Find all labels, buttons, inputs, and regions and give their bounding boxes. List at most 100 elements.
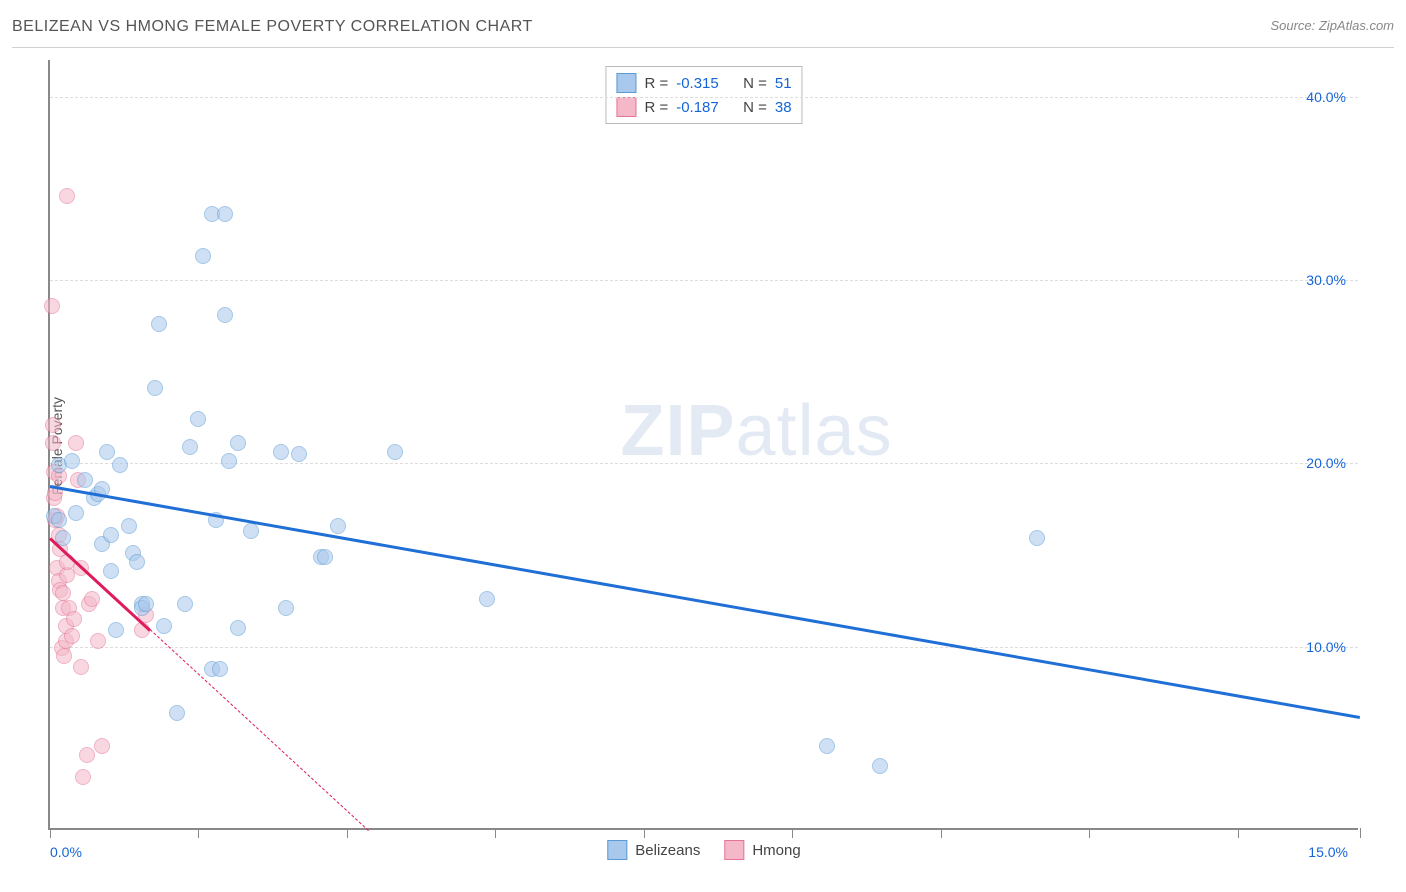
r-label: R = bbox=[644, 99, 668, 116]
legend-swatch-belizeans bbox=[607, 840, 627, 860]
scatter-point-belizeans bbox=[291, 446, 307, 462]
scatter-point-belizeans bbox=[387, 444, 403, 460]
scatter-point-belizeans bbox=[103, 527, 119, 543]
legend-item-hmong: Hmong bbox=[724, 840, 800, 860]
scatter-point-hmong bbox=[73, 659, 89, 675]
scatter-point-hmong bbox=[45, 435, 61, 451]
x-tick bbox=[1089, 828, 1090, 838]
swatch-belizeans bbox=[616, 73, 636, 93]
r-value-hmong: -0.187 bbox=[676, 99, 719, 116]
scatter-point-belizeans bbox=[68, 505, 84, 521]
chart-plot-area: ZIPatlas R = -0.315 N = 51 R = -0.187 N … bbox=[48, 60, 1358, 830]
x-tick-label: 15.0% bbox=[1308, 844, 1348, 860]
x-tick bbox=[1360, 828, 1361, 838]
scatter-point-hmong bbox=[84, 591, 100, 607]
x-tick bbox=[50, 828, 51, 838]
scatter-point-belizeans bbox=[108, 622, 124, 638]
y-tick-label: 20.0% bbox=[1306, 455, 1346, 471]
scatter-point-belizeans bbox=[103, 563, 119, 579]
y-tick-label: 10.0% bbox=[1306, 639, 1346, 655]
scatter-point-belizeans bbox=[121, 518, 137, 534]
r-label: R = bbox=[644, 75, 668, 92]
scatter-point-hmong bbox=[75, 769, 91, 785]
scatter-point-belizeans bbox=[819, 738, 835, 754]
scatter-point-hmong bbox=[44, 298, 60, 314]
scatter-point-belizeans bbox=[51, 512, 67, 528]
scatter-point-belizeans bbox=[243, 523, 259, 539]
scatter-point-belizeans bbox=[77, 472, 93, 488]
scatter-point-belizeans bbox=[138, 596, 154, 612]
scatter-point-belizeans bbox=[190, 411, 206, 427]
swatch-hmong bbox=[616, 97, 636, 117]
scatter-point-belizeans bbox=[479, 591, 495, 607]
legend-label-hmong: Hmong bbox=[752, 842, 800, 859]
scatter-point-hmong bbox=[94, 738, 110, 754]
x-tick bbox=[495, 828, 496, 838]
gridline-horizontal bbox=[50, 463, 1358, 464]
x-tick bbox=[1238, 828, 1239, 838]
x-tick bbox=[347, 828, 348, 838]
scatter-point-belizeans bbox=[156, 618, 172, 634]
legend-swatch-hmong bbox=[724, 840, 744, 860]
scatter-point-belizeans bbox=[217, 206, 233, 222]
n-label: N = bbox=[743, 99, 767, 116]
trend-line-belizeans bbox=[50, 485, 1361, 719]
stats-box: R = -0.315 N = 51 R = -0.187 N = 38 bbox=[605, 66, 802, 124]
scatter-point-belizeans bbox=[230, 620, 246, 636]
chart-title: BELIZEAN VS HMONG FEMALE POVERTY CORRELA… bbox=[12, 18, 533, 36]
scatter-point-belizeans bbox=[221, 453, 237, 469]
source-label: Source: ZipAtlas.com bbox=[1270, 18, 1394, 33]
stats-row-hmong: R = -0.187 N = 38 bbox=[616, 95, 791, 119]
scatter-point-hmong bbox=[79, 747, 95, 763]
y-tick-label: 40.0% bbox=[1306, 89, 1346, 105]
watermark-bold: ZIP bbox=[621, 391, 736, 471]
trend-line-hmong bbox=[150, 629, 369, 831]
scatter-point-belizeans bbox=[177, 596, 193, 612]
scatter-point-belizeans bbox=[872, 758, 888, 774]
gridline-horizontal bbox=[50, 647, 1358, 648]
legend-item-belizeans: Belizeans bbox=[607, 840, 700, 860]
scatter-point-belizeans bbox=[147, 380, 163, 396]
watermark-rest: atlas bbox=[736, 391, 893, 471]
scatter-point-hmong bbox=[68, 435, 84, 451]
scatter-point-hmong bbox=[55, 585, 71, 601]
x-tick bbox=[198, 828, 199, 838]
x-tick bbox=[644, 828, 645, 838]
chart-header: BELIZEAN VS HMONG FEMALE POVERTY CORRELA… bbox=[12, 18, 1394, 48]
scatter-point-belizeans bbox=[317, 549, 333, 565]
scatter-point-belizeans bbox=[169, 705, 185, 721]
scatter-point-belizeans bbox=[230, 435, 246, 451]
scatter-point-belizeans bbox=[273, 444, 289, 460]
scatter-point-belizeans bbox=[151, 316, 167, 332]
scatter-point-belizeans bbox=[217, 307, 233, 323]
scatter-point-hmong bbox=[56, 648, 72, 664]
scatter-point-belizeans bbox=[195, 248, 211, 264]
x-tick bbox=[941, 828, 942, 838]
scatter-point-belizeans bbox=[212, 661, 228, 677]
r-value-belizeans: -0.315 bbox=[676, 75, 719, 92]
scatter-point-belizeans bbox=[99, 444, 115, 460]
y-tick-label: 30.0% bbox=[1306, 272, 1346, 288]
stats-row-belizeans: R = -0.315 N = 51 bbox=[616, 71, 791, 95]
scatter-point-hmong bbox=[90, 633, 106, 649]
scatter-point-belizeans bbox=[129, 554, 145, 570]
x-tick-label: 0.0% bbox=[50, 844, 82, 860]
scatter-point-belizeans bbox=[64, 453, 80, 469]
n-label: N = bbox=[743, 75, 767, 92]
n-value-belizeans: 51 bbox=[775, 75, 792, 92]
scatter-point-belizeans bbox=[112, 457, 128, 473]
watermark: ZIPatlas bbox=[621, 390, 893, 472]
x-tick bbox=[792, 828, 793, 838]
scatter-point-belizeans bbox=[330, 518, 346, 534]
gridline-horizontal bbox=[50, 280, 1358, 281]
scatter-point-hmong bbox=[45, 417, 61, 433]
scatter-point-hmong bbox=[66, 611, 82, 627]
scatter-point-belizeans bbox=[182, 439, 198, 455]
scatter-point-hmong bbox=[64, 628, 80, 644]
x-legend: Belizeans Hmong bbox=[607, 840, 800, 860]
scatter-point-hmong bbox=[59, 188, 75, 204]
scatter-point-belizeans bbox=[1029, 530, 1045, 546]
n-value-hmong: 38 bbox=[775, 99, 792, 116]
legend-label-belizeans: Belizeans bbox=[635, 842, 700, 859]
gridline-horizontal bbox=[50, 97, 1358, 98]
